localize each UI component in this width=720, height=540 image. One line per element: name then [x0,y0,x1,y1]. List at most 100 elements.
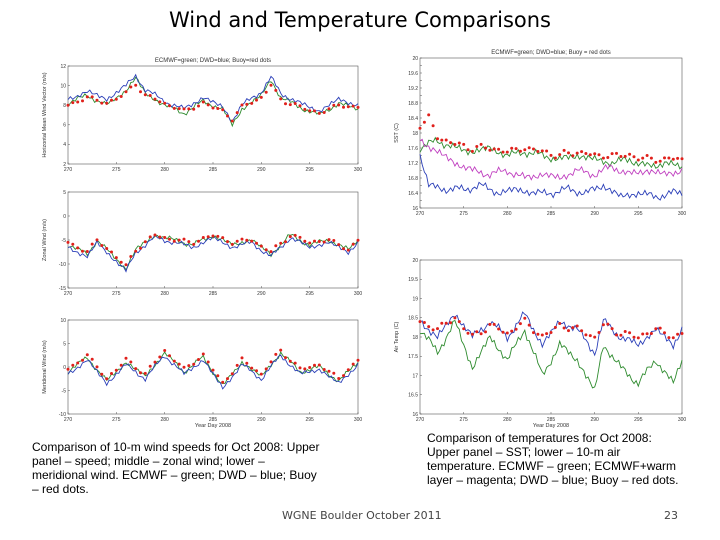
buoy-dot [192,107,196,111]
series-line-ecmwf [67,234,359,271]
buoy-dot [259,244,263,248]
buoy-dot [279,241,283,245]
buoy-dot [211,368,215,372]
buoy-dot [649,332,653,335]
buoy-dot [269,360,273,364]
y-tick-label: 17.5 [408,354,418,360]
y-axis-label: SST (C) [394,123,400,143]
buoy-dot [90,242,94,246]
buoy-dot [124,263,128,267]
buoy-dot [293,361,297,365]
buoy-dot [172,359,176,363]
buoy-dot [259,372,263,376]
buoy-dot [654,160,658,164]
buoy-dot [649,156,653,160]
buoy-dot [663,156,666,160]
buoy-dot [197,239,200,243]
buoy-dot [100,372,104,376]
buoy-dot [66,240,70,244]
buoy-dot [303,367,307,371]
buoy-dot [129,360,133,364]
buoy-dot [337,377,341,380]
buoy-dot [124,356,128,360]
buoy-dot [484,146,487,150]
buoy-dot [284,102,287,106]
buoy-dot [593,335,597,339]
buoy-dot [597,331,601,334]
buoy-dot [457,141,461,145]
buoy-dot [632,335,636,339]
buoy-dot [606,156,610,159]
buoy-dot [168,237,171,241]
x-tick-label: 295 [305,417,314,423]
buoy-dot [532,147,535,151]
y-tick-label: 20 [412,258,418,264]
buoy-dot [255,369,258,373]
buoy-dot [676,332,680,336]
y-tick-label: 10 [60,318,66,324]
zonal-wind-chart: 270 275 280 285 290 295 300 -15 -10 -5 0 5 Zonal Win… [42,190,362,297]
buoy-dot [85,95,89,99]
x-tick-label: 295 [305,291,314,297]
buoy-dot [76,361,80,365]
x-tick-label: 290 [257,167,266,173]
x-tick-label: 275 [459,211,468,217]
x-axis-label: Year Day 2008 [195,423,231,429]
buoy-dot [527,146,531,150]
buoy-dot [182,107,186,111]
x-tick-label: 285 [547,417,556,423]
buoy-dot [615,333,618,337]
page-number: 23 [664,509,678,522]
buoy-dot [418,320,422,324]
buoy-dot [288,103,292,107]
buoy-dot [100,101,104,105]
buoy-dot [628,331,632,335]
buoy-dot [288,235,292,239]
buoy-dot [356,358,360,362]
y-tick-label: 16 [412,206,418,212]
footer-text: WGNE Boulder October 2011 [282,509,442,522]
buoy-dot [230,372,234,376]
y-axis-label: Meridional Wind (m/s) [42,340,48,394]
buoy-dot [308,109,312,113]
buoy-dot [201,236,205,239]
buoy-dot [158,355,162,359]
plot-area [67,65,359,165]
buoy-dot [134,249,138,253]
buoy-dot [255,98,258,102]
y-axis-label: Zonal Wind (m/s) [42,219,48,261]
buoy-dot [462,142,466,146]
y-tick-label: 17 [412,373,418,379]
buoy-dot [177,107,181,111]
buoy-dot [240,356,244,360]
y-tick-label: 18.4 [408,116,418,122]
buoy-dot [308,366,312,369]
y-tick-label: -10 [59,262,66,268]
x-tick-label: 280 [160,167,169,173]
buoy-dot [671,157,675,161]
buoy-dot [105,377,109,381]
buoy-dot [356,105,360,109]
y-tick-label: 18.5 [408,316,418,322]
buoy-dot [427,325,431,329]
y-tick-label: 16 [412,412,418,418]
buoy-dot [264,90,268,94]
series-line-dwd [419,154,683,201]
buoy-dot [274,88,278,92]
buoy-dot [545,149,549,153]
buoy-dot [575,151,579,155]
buoy-dot [418,126,422,130]
buoy-dot [514,147,518,151]
buoy-dot [641,156,645,160]
buoy-dot [431,328,435,332]
x-tick-label: 295 [634,417,643,423]
buoy-dot [492,322,496,326]
buoy-dot [457,320,461,324]
buoy-dot [168,354,171,358]
buoy-dot [76,246,80,250]
buoy-dot [303,239,307,243]
buoy-dot [342,247,345,251]
y-tick-label: 5 [63,190,66,196]
buoy-dot [523,316,527,320]
series-line-ecmwf [419,319,683,389]
